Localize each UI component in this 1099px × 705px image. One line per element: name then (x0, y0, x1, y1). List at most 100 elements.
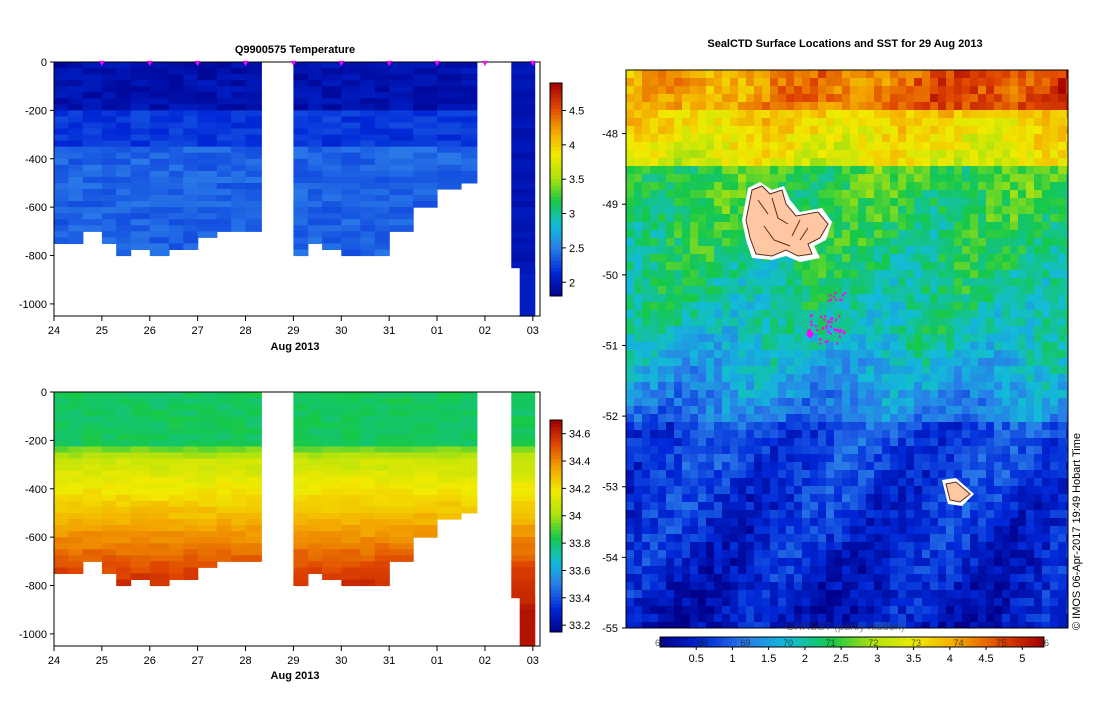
section-cell (437, 183, 462, 190)
sst-cell (866, 214, 874, 222)
sst-cell (690, 326, 698, 334)
sst-cell (626, 318, 634, 326)
sst-cell (634, 486, 642, 494)
temperature-y-axis: 0-200-400-600-800-1000 (19, 57, 54, 311)
sst-cell (762, 126, 770, 134)
sst-cell (730, 102, 738, 110)
section-cell (131, 74, 151, 81)
x-tick-label: 30 (335, 655, 347, 667)
colorbar-step (550, 473, 562, 477)
section-cell (150, 231, 170, 238)
section-cell (322, 416, 342, 423)
sst-cell (890, 486, 898, 494)
sst-cell (650, 150, 658, 158)
sst-cell (698, 150, 706, 158)
sst-cell (650, 262, 658, 270)
section-cell (217, 92, 232, 99)
section-cell (375, 404, 390, 411)
sst-cell (706, 254, 714, 262)
section-cell (83, 159, 103, 166)
sst-cell (778, 270, 786, 278)
sst-cell (714, 382, 722, 390)
sst-cell (730, 254, 738, 262)
sst-cell (906, 358, 914, 366)
section-cell (217, 416, 232, 423)
section-cell (360, 537, 375, 544)
sst-cell (818, 390, 826, 398)
section-cell (231, 555, 246, 562)
section-cell (131, 135, 151, 142)
sst-cell (922, 542, 930, 550)
sst-cell (866, 326, 874, 334)
sst-cell (898, 414, 906, 422)
section-cell (231, 531, 246, 538)
section-cell (375, 250, 390, 257)
sst-cell (642, 366, 650, 374)
sst-cell (842, 222, 850, 230)
sst-cell (986, 606, 994, 614)
sst-cell (882, 190, 890, 198)
sst-cell (698, 302, 706, 310)
colorbar-step (550, 441, 562, 445)
sst-cell (938, 582, 946, 590)
sst-cell (882, 430, 890, 438)
sst-cell (674, 598, 682, 606)
section-cell (293, 116, 308, 123)
sst-cell (778, 134, 786, 142)
section-cell (150, 567, 170, 574)
sst-cell (858, 238, 866, 246)
sst-cell (842, 326, 850, 334)
sst-cell (850, 486, 858, 494)
sst-cell (658, 270, 666, 278)
colorbar-step (550, 147, 562, 151)
section-cell (217, 104, 232, 111)
section-cell (308, 453, 323, 460)
sst-cell (858, 430, 866, 438)
section-cell (169, 129, 184, 136)
sst-cell (922, 374, 930, 382)
sst-cell (762, 174, 770, 182)
sst-cell (810, 414, 818, 422)
sst-cell (666, 398, 674, 406)
sst-cell (914, 542, 922, 550)
sst-cell (930, 102, 938, 110)
sst-cell (842, 318, 850, 326)
section-cell (246, 501, 262, 508)
sst-cell (1002, 238, 1010, 246)
colorbar-tick-label: 4.5 (569, 105, 584, 117)
section-cell (217, 171, 232, 178)
sst-cell (762, 398, 770, 406)
sst-cell (986, 582, 994, 590)
sst-cell (754, 270, 762, 278)
section-cell (131, 465, 151, 472)
y-tick-label: -1000 (19, 629, 47, 641)
section-cell (169, 237, 184, 244)
sst-cell (986, 478, 994, 486)
x-tick-label: 01 (431, 655, 443, 667)
section-cell (169, 225, 184, 232)
sst-cell (722, 78, 730, 86)
sst-cell (874, 174, 882, 182)
sst-cell (658, 542, 666, 550)
section-cell (217, 440, 232, 447)
sst-cell (866, 102, 874, 110)
section-cell (68, 207, 83, 214)
sst-cell (866, 542, 874, 550)
sst-cell (714, 542, 722, 550)
sst-cell (650, 462, 658, 470)
colorbar-step (550, 257, 562, 261)
section-cell (198, 471, 218, 478)
sst-cell (930, 198, 938, 206)
sst-cell (962, 126, 970, 134)
sst-cell (834, 422, 842, 430)
sst-cell (834, 414, 842, 422)
sst-cell (1002, 142, 1010, 150)
sst-cell (650, 174, 658, 182)
sst-cell (970, 406, 978, 414)
sst-cell (690, 430, 698, 438)
section-cell (83, 153, 103, 160)
sst-cell (994, 614, 1002, 622)
sst-cell (802, 494, 810, 502)
sst-cell (754, 518, 762, 526)
section-cell (231, 519, 246, 526)
